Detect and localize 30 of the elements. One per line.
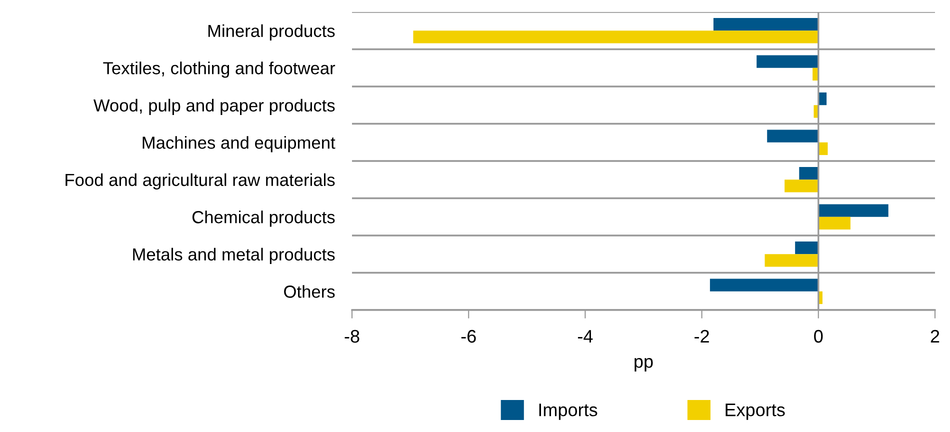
bar bbox=[756, 55, 818, 68]
y-tick-label: Wood, pulp and paper products bbox=[93, 98, 335, 116]
y-tick-label: Food and agricultural raw materials bbox=[66, 173, 335, 190]
x-axis-title: pp bbox=[634, 358, 653, 372]
x-tick-label: 0 bbox=[814, 330, 823, 343]
y-tick-label: Others bbox=[284, 285, 335, 298]
bar bbox=[818, 216, 850, 230]
bar bbox=[818, 204, 888, 217]
x-tick-label: -2 bbox=[694, 330, 709, 343]
bar bbox=[713, 18, 818, 31]
bar bbox=[764, 254, 818, 267]
bar bbox=[818, 142, 828, 156]
x-tick-label: 2 bbox=[930, 330, 940, 343]
bar bbox=[413, 30, 818, 44]
x-tick-label: -4 bbox=[578, 330, 593, 343]
bar bbox=[799, 166, 818, 180]
bar bbox=[710, 278, 818, 292]
y-tick-label: Machines and equipment bbox=[142, 136, 336, 152]
bar bbox=[767, 130, 818, 142]
x-tick-label: -8 bbox=[344, 330, 360, 343]
bar bbox=[795, 241, 818, 254]
y-tick-label: Metals and metal products bbox=[133, 248, 335, 264]
x-tick-label: -6 bbox=[461, 330, 476, 343]
y-tick-label: Mineral products bbox=[208, 24, 335, 41]
y-tick-label: Chemical products bbox=[192, 210, 335, 227]
legend-label: Exports bbox=[726, 404, 785, 420]
bar bbox=[784, 180, 818, 192]
legend-label: Imports bbox=[539, 404, 598, 420]
bar bbox=[818, 92, 827, 106]
y-tick-label: Textiles, clothing and footwear bbox=[103, 62, 336, 78]
